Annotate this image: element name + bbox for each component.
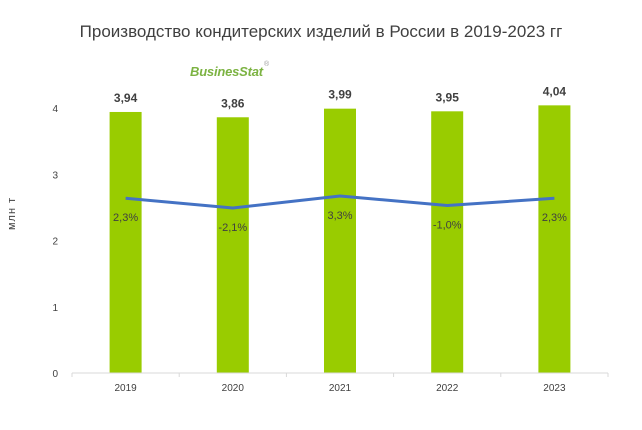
- bar: [538, 105, 571, 373]
- logo-text: BusinesStat: [190, 64, 263, 79]
- growth-value-label: 2,3%: [542, 212, 567, 224]
- axis-group: 0 1 2 3 4 2019 2020 2021 2022 2023: [52, 104, 609, 394]
- logo-mark: ®: [263, 61, 269, 68]
- x-tick-label: 2020: [222, 383, 245, 394]
- y-tick-label: 3: [52, 170, 58, 181]
- x-tick-label: 2021: [329, 383, 352, 394]
- bar: [216, 117, 249, 374]
- labels-group: 3,94 3,86 3,99 3,95 4,04 2,3% -2,1% 3,3% -1,0% 2,…: [113, 84, 567, 234]
- growth-value-label: 3,3%: [327, 210, 352, 222]
- chart-title: Производство кондитерских изделий в Росс…: [79, 22, 563, 41]
- businesstat-logo: BusinesStat ®: [190, 61, 269, 79]
- y-tick-label: 0: [52, 369, 58, 380]
- x-tick-label: 2023: [543, 383, 566, 394]
- growth-line-group: [125, 194, 555, 210]
- bar-value-label: 3,94: [114, 91, 138, 105]
- growth-line: [125, 194, 555, 210]
- y-tick-label: 2: [52, 237, 58, 248]
- bar-value-label: 4,04: [543, 84, 567, 98]
- bar-value-label: 3,86: [221, 96, 245, 110]
- x-tick-label: 2019: [114, 383, 137, 394]
- x-tick-label: 2022: [436, 383, 459, 394]
- bars-group: [109, 105, 571, 374]
- y-tick-label: 4: [52, 104, 58, 115]
- bar: [109, 111, 142, 373]
- growth-value-label: 2,3%: [113, 212, 138, 224]
- bar: [431, 111, 464, 373]
- bar: [324, 108, 356, 373]
- growth-value-label: -2,1%: [218, 222, 247, 234]
- y-tick-label: 1: [52, 303, 58, 314]
- bar-value-label: 3,95: [436, 90, 460, 104]
- bar-value-label: 3,99: [328, 88, 352, 102]
- growth-value-label: -1,0%: [433, 220, 462, 232]
